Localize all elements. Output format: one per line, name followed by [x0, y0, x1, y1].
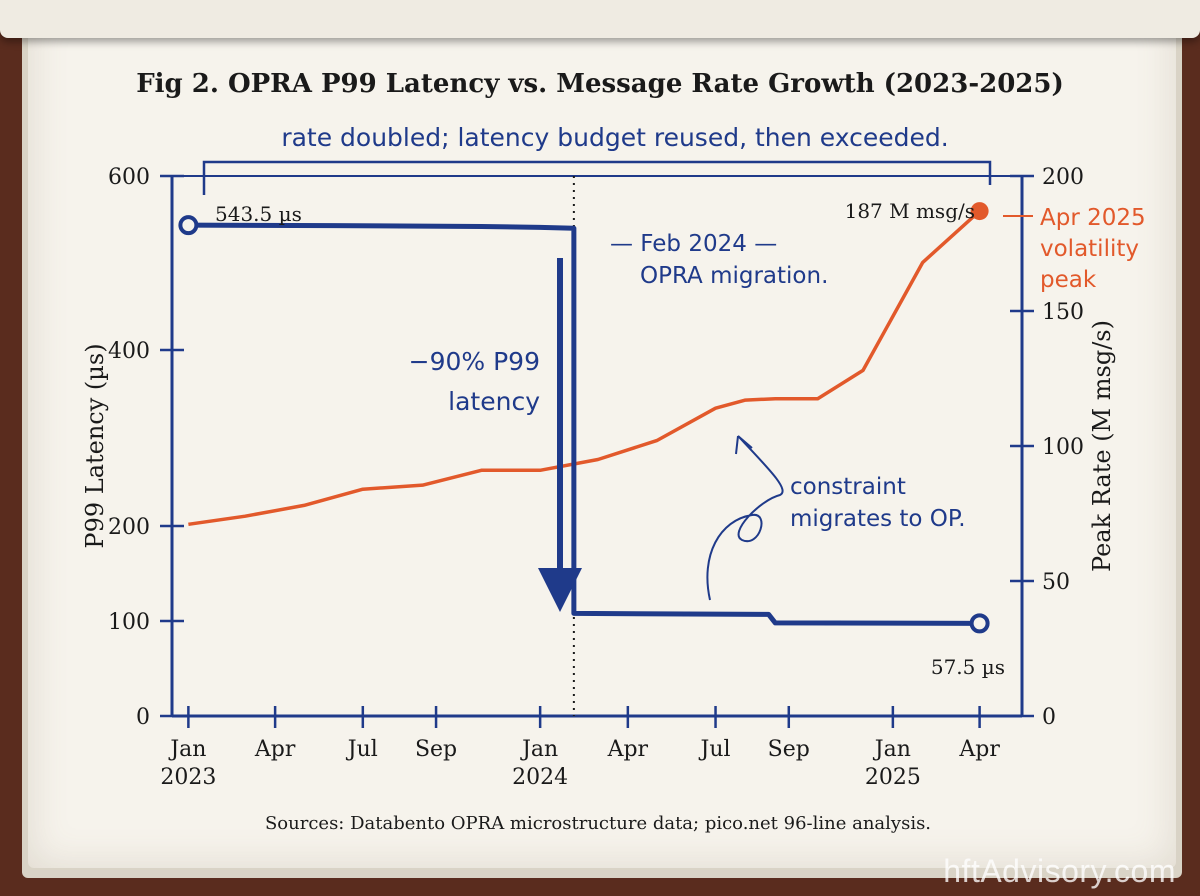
constraint-arrowhead: [735, 435, 753, 455]
constraint-label-line1: constraint: [790, 474, 906, 500]
x-tick-label: Jan: [168, 737, 206, 762]
x-tick-label: Jan: [873, 737, 911, 762]
y-right-tick-label: 200: [1042, 165, 1084, 190]
start-latency-label: 543.5 µs: [215, 202, 302, 226]
y-left-tick-label: 200: [108, 515, 150, 540]
peak-note-line2: volatility: [1040, 236, 1139, 262]
drop-label-line2: latency: [448, 387, 540, 416]
y-left-tick-label: 400: [108, 339, 150, 364]
chart-title: Fig 2. OPRA P99 Latency vs. Message Rate…: [136, 69, 1064, 99]
notebook-page: [28, 0, 1176, 868]
x-tick-label: Apr: [958, 737, 1000, 762]
x-tick-year-label: 2023: [160, 765, 216, 790]
constraint-label-line2: migrates to OP.: [790, 506, 966, 532]
latency-start-point: [178, 215, 199, 236]
y-left-tick-label: 0: [136, 705, 150, 730]
drop-label-line1: −90% P99: [409, 347, 540, 376]
y-left-tick-label: 100: [108, 610, 150, 635]
y-right-tick-label: 100: [1042, 435, 1084, 460]
peak-rate-line: [188, 209, 981, 527]
x-tick-year-label: 2025: [865, 765, 921, 790]
y-left-tick-label: 600: [108, 165, 150, 190]
x-tick-label: Apr: [607, 737, 649, 762]
peak-note-line1: Apr 2025: [1040, 205, 1146, 231]
y-right-tick-label: 0: [1042, 705, 1056, 730]
latency-end-point: [969, 613, 990, 634]
x-tick-label: Jan: [520, 737, 558, 762]
x-tick-label: Jul: [699, 737, 731, 762]
top-bracket: [202, 160, 992, 195]
peak-note-line3: peak: [1040, 267, 1097, 293]
constraint-curl-arrow: [706, 435, 784, 601]
y-right-tick-label: 50: [1042, 570, 1070, 595]
event-label-line1: — Feb 2024 —: [610, 231, 777, 257]
source-note: Sources: Databento OPRA microstructure d…: [265, 813, 931, 834]
end-latency-label: 57.5 µs: [931, 655, 1005, 679]
y-right-label: Peak Rate (M msg/s): [1088, 320, 1116, 572]
latency-line: [188, 222, 980, 626]
watermark: hftAdvisory.com: [943, 853, 1176, 889]
drop-arrow: [538, 258, 582, 612]
y-left-label: P99 Latency (µs): [81, 343, 109, 548]
x-tick-year-label: 2024: [512, 765, 568, 790]
rate-peak-point: [970, 202, 989, 221]
x-tick-label: Apr: [254, 737, 296, 762]
previous-page-overlay: [0, 0, 1200, 38]
x-tick-label: Sep: [415, 737, 457, 762]
y-right-tick-label: 150: [1042, 300, 1084, 325]
event-label-line2: OPRA migration.: [640, 263, 828, 289]
x-tick-label: Sep: [768, 737, 810, 762]
x-tick-label: Jul: [346, 737, 378, 762]
peak-rate-label: 187 M msg/s: [845, 199, 975, 223]
subtitle-annotation: rate doubled; latency budget reused, the…: [281, 123, 948, 152]
